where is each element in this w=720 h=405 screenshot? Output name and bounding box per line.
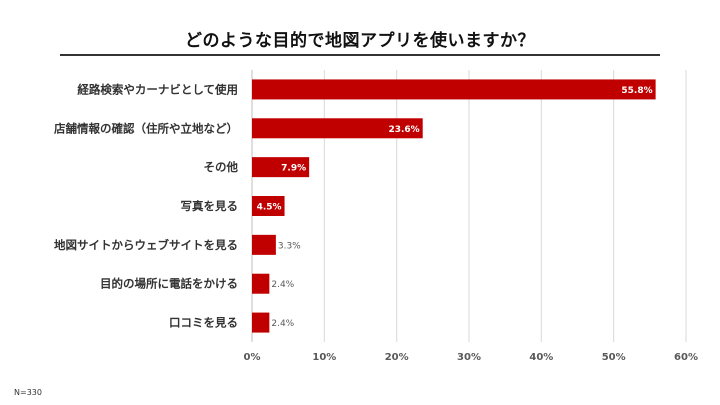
- x-tick-label: 30%: [457, 352, 481, 363]
- data-label: 2.4%: [271, 280, 294, 290]
- category-label: 写真を見る: [181, 199, 239, 213]
- sample-size-note: N=330: [14, 388, 42, 397]
- x-tick-label: 40%: [529, 352, 553, 363]
- bar: [252, 273, 270, 294]
- bar: [252, 79, 656, 100]
- bar: [252, 196, 285, 216]
- bar: [252, 157, 310, 178]
- chart-title: どのような目的で地図アプリを使いますか？: [185, 31, 535, 51]
- x-tick-label: 50%: [602, 352, 626, 363]
- category-label: 経路検索やカーナビとして使用: [77, 82, 238, 96]
- bar: [252, 234, 276, 255]
- data-label: 23.6%: [388, 125, 419, 135]
- category-label: 店舗情報の確認（住所や立地など）: [54, 121, 238, 135]
- data-label: 4.5%: [257, 203, 282, 213]
- data-label: 3.3%: [278, 241, 301, 251]
- bar: [252, 312, 270, 333]
- category-label: 口コミを見る: [169, 316, 238, 330]
- title-underline: [60, 54, 660, 56]
- category-label: 目的の場所に電話をかける: [100, 277, 238, 291]
- data-label: 2.4%: [271, 319, 294, 329]
- category-label: その他: [204, 160, 239, 174]
- data-label: 55.8%: [621, 86, 652, 96]
- x-tick-label: 0%: [244, 352, 261, 363]
- x-tick-label: 20%: [385, 352, 409, 363]
- data-label: 7.9%: [281, 164, 306, 174]
- category-label: 地図サイトからウェブサイトを見る: [54, 238, 238, 252]
- x-tick-label: 60%: [674, 352, 698, 363]
- x-tick-label: 10%: [312, 352, 336, 363]
- bar: [252, 118, 423, 139]
